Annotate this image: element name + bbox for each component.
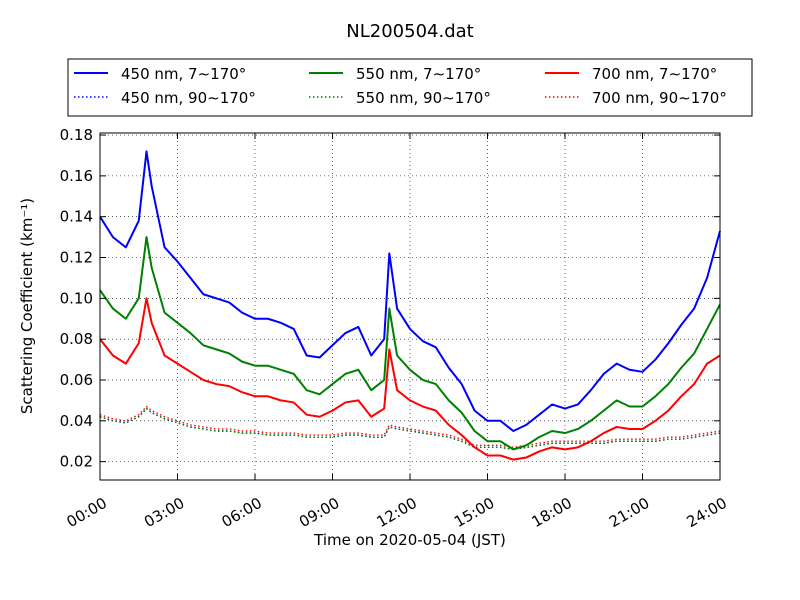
legend-label: 450 nm, 7∼170° — [121, 65, 246, 83]
x-axis-label: Time on 2020-05-04 (JST) — [313, 531, 506, 549]
y-tick-label: 0.02 — [60, 453, 93, 471]
legend: 450 nm, 7∼170° 450 nm, 90∼170° 550 nm, 7∼1… — [67, 58, 753, 117]
y-tick-label: 0.12 — [60, 249, 93, 267]
series-line-550-nm-7-170 — [99, 236, 721, 451]
y-tick-label: 0.14 — [60, 208, 93, 226]
legend-label: 550 nm, 90∼170° — [356, 89, 491, 107]
series-line-450-nm-7-170 — [99, 150, 721, 433]
y-tick-label: 0.06 — [60, 371, 93, 389]
legend-label: 550 nm, 7∼170° — [356, 65, 481, 83]
series-line-550-nm-90-170 — [99, 407, 721, 451]
legend-box — [67, 58, 753, 117]
series-layer — [99, 150, 721, 461]
legend-label: 700 nm, 7∼170° — [592, 65, 717, 83]
y-tick-label: 0.18 — [60, 126, 93, 144]
legend-label: 700 nm, 90∼170° — [592, 89, 727, 107]
series-line-700-nm-7-170 — [99, 297, 721, 461]
chart-title: NL200504.dat — [346, 21, 473, 42]
y-tick-label: 0.10 — [60, 289, 93, 307]
grid-lines — [100, 133, 720, 480]
legend-label: 450 nm, 90∼170° — [121, 89, 256, 107]
y-tick-label: 0.16 — [60, 167, 93, 185]
y-tick-label: 0.04 — [60, 412, 93, 430]
y-tick-label: 0.08 — [60, 330, 93, 348]
y-axis-label: Scattering Coefficient (km⁻¹) — [18, 198, 36, 414]
series-line-700-nm-90-170 — [99, 405, 721, 449]
